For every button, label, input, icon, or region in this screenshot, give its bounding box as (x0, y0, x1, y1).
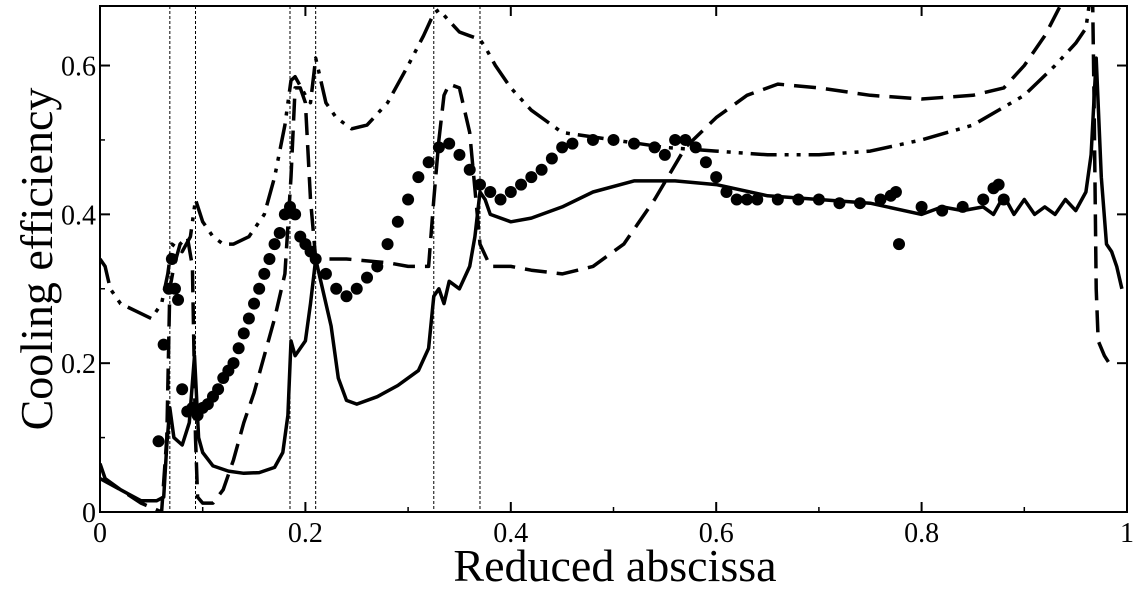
data-point (152, 435, 165, 448)
x-tick-label: 0.8 (904, 518, 939, 549)
data-point (977, 193, 990, 206)
data-point (172, 293, 185, 306)
data-point (309, 253, 322, 265)
data-point (535, 163, 548, 176)
data-point (432, 141, 445, 154)
data-point (504, 186, 517, 199)
data-point (340, 290, 353, 303)
data-point (545, 152, 558, 165)
data-point (730, 193, 743, 206)
y-tick-label: 0.4 (61, 200, 96, 231)
data-point (689, 141, 702, 154)
data-point (402, 193, 415, 206)
data-point (268, 238, 281, 251)
data-point (648, 141, 661, 154)
data-point (350, 282, 363, 295)
data-point (289, 208, 302, 221)
data-point (853, 197, 866, 210)
data-point (669, 133, 682, 146)
x-tick-label: 0.4 (493, 518, 528, 549)
data-point (915, 200, 928, 213)
series-layer (100, 6, 1124, 512)
data-point (699, 156, 712, 169)
data-point (165, 253, 178, 265)
data-point (484, 186, 497, 199)
data-point (443, 137, 456, 150)
data-point (263, 253, 276, 265)
data-point (227, 357, 240, 370)
data-point (381, 238, 394, 251)
data-point (176, 383, 189, 396)
data-point (273, 226, 286, 239)
data-point (473, 178, 486, 191)
data-point (607, 133, 620, 146)
x-axis-title: Reduced abscissa (453, 540, 776, 589)
y-tick-label: 0.2 (61, 349, 96, 380)
data-point (412, 171, 425, 184)
data-point (936, 204, 949, 217)
data-point (525, 171, 538, 184)
x-tick-label: 0.2 (288, 518, 323, 549)
data-point (889, 186, 902, 199)
data-point (992, 178, 1005, 191)
x-tick-label: 0.6 (699, 518, 734, 549)
data-point (371, 260, 384, 273)
data-point (874, 193, 887, 206)
data-point (422, 156, 435, 169)
data-point (628, 137, 641, 150)
data-point (997, 193, 1010, 206)
data-point (771, 193, 784, 206)
data-point (556, 141, 569, 154)
marker-series-layer (152, 133, 1010, 448)
data-point (258, 267, 271, 280)
data-point (453, 148, 466, 161)
data-point (751, 193, 764, 206)
data-point (494, 193, 507, 206)
data-point (679, 133, 692, 146)
data-point (361, 271, 374, 284)
data-point (391, 215, 404, 228)
data-point (812, 193, 825, 206)
data-point (833, 197, 846, 210)
data-point (710, 171, 723, 184)
data-point (658, 148, 671, 161)
data-point (248, 297, 261, 310)
data-point (893, 238, 906, 251)
x-tick-label: 1 (1120, 518, 1134, 549)
data-point (253, 282, 266, 295)
data-point (232, 342, 245, 355)
data-point (330, 282, 343, 295)
data-point (463, 163, 476, 176)
y-tick-label: 0 (82, 498, 96, 529)
data-point (515, 178, 528, 191)
data-point (792, 193, 805, 206)
data-point (319, 267, 332, 280)
series-line-solid (100, 56, 1124, 503)
series-line-dashed (100, 6, 1114, 512)
y-axis-title: Cooling efficiency (11, 88, 62, 431)
data-point (242, 312, 255, 325)
vertical-reference-lines (169, 6, 481, 512)
data-point (741, 193, 754, 206)
data-point (212, 383, 225, 396)
x-tick-label: 0 (93, 518, 107, 549)
y-tick-label: 0.6 (61, 52, 96, 83)
data-point (237, 327, 250, 340)
data-point (586, 133, 599, 146)
data-point (566, 137, 579, 150)
data-point (956, 200, 969, 213)
series-line-dash-dot-dot (100, 6, 1091, 321)
data-point (720, 186, 733, 199)
data-point (157, 338, 170, 351)
data-point (168, 282, 181, 295)
plot-area-frame (99, 5, 1128, 513)
axis-ticks: 0 0.2 0.4 0.6 0.8 1 0 0.2 0.4 0.6 (61, 6, 1134, 549)
